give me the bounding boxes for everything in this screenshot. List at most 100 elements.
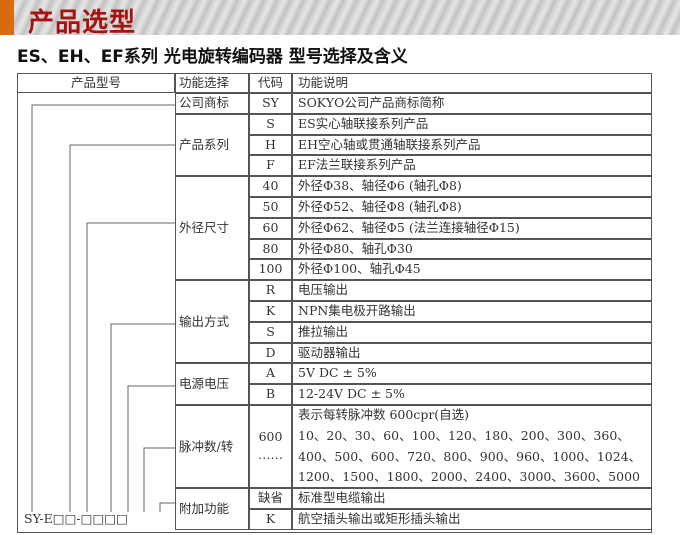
desc-cell [292,176,652,197]
desc-line: 400、500、600、720、800、900、960、1000、1024、 [298,448,642,464]
desc-value: 5V DC ± 5% [298,365,377,381]
code-value: 100 [258,261,283,277]
header-cell [292,73,652,93]
desc-value: 电压输出 [298,282,349,298]
function-cell [175,93,249,114]
desc-line: 10、20、30、60、100、120、180、200、300、360、 [298,427,630,443]
desc-line: 1200、1500、1800、2000、2400、3000、3600、5000 [298,469,640,485]
section-banner: 产品选型 [0,0,680,38]
code-value: S [266,115,275,131]
header-cell [17,73,175,93]
desc-value: 外径Φ52、轴径Φ8 (轴孔Φ8) [298,199,462,214]
bracket-line [69,144,175,512]
code-value: S [266,323,275,339]
desc-cell [292,321,652,343]
bracket-line [127,385,175,512]
function-cell [175,405,249,489]
code-cell [249,217,292,239]
code-value: F [266,157,275,173]
desc-value: 航空插头输出或矩形插头输出 [298,511,461,526]
header-function: 功能选择 [179,75,230,90]
desc-value: SOKYO公司产品商标简称 [298,95,445,110]
desc-cell [292,509,652,530]
code-value: SY [262,95,279,110]
code-cell [249,134,292,156]
code-cell [249,238,292,260]
code-cell [249,363,292,385]
code-value: K [265,511,276,526]
function-label: 电源电压 [179,376,230,392]
header-desc: 功能说明 [298,75,349,90]
desc-cell [292,134,652,156]
code-cell [249,176,292,197]
code-value: D [265,344,276,360]
function-label: 产品系列 [179,137,230,152]
code-value: …… [258,446,283,462]
desc-cell [292,259,652,281]
code-cell [249,321,292,343]
desc-cell [292,301,652,322]
code-value: 60 [262,219,279,235]
code-value: A [265,365,276,381]
desc-value: 外径Φ80、轴孔Φ30 [298,240,413,256]
page-subtitle: ES、EH、EF系列 光电旋转编码器 型号选择及含义 [17,47,408,67]
bracket-line [86,222,175,512]
code-cell [249,113,292,135]
code-cell [249,93,292,114]
desc-value: 外径Φ100、轴孔Φ45 [298,261,421,277]
desc-cell [292,238,652,260]
desc-cell [292,113,652,135]
desc-cell [292,363,652,385]
function-cell [175,363,249,405]
code-cell [249,155,292,177]
desc-cell [292,197,652,218]
desc-value: 12-24V DC ± 5% [298,386,405,402]
desc-value: EF法兰联接系列产品 [298,157,416,173]
header-cell [249,73,292,93]
code-cell [249,301,292,322]
desc-value: NPN集电极开路输出 [298,303,416,318]
desc-value: 外径Φ38、轴径Φ6 (轴孔Φ8) [298,178,462,194]
function-cell [175,280,249,364]
function-cell [175,113,249,177]
code-cell [249,405,292,489]
bracket-line [143,447,175,512]
desc-cell [292,93,652,114]
code-cell [249,384,292,405]
banner-title: 产品选型 [28,8,137,38]
code-cell [249,509,292,530]
function-label: 脉冲数/转 [179,438,234,454]
code-value: K [265,303,276,318]
header-model: 产品型号 [70,75,121,90]
function-label: 外径尺寸 [179,220,230,236]
header-code: 代码 [257,75,283,90]
desc-cell [292,488,652,509]
desc-value: 标准型电缆输出 [298,490,386,506]
function-label: 输出方式 [179,313,230,329]
code-value: 50 [262,199,279,214]
code-cell [249,342,292,364]
code-value: H [265,136,276,152]
banner-accent [0,0,14,35]
code-cell [249,280,292,301]
bracket-line [159,502,175,512]
code-value: B [265,386,276,402]
function-cell [175,488,249,530]
code-value: 80 [262,240,279,256]
model-code: SY-E□□-□□□□ [24,511,128,526]
desc-value: EH空心轴或贯通轴联接系列产品 [298,136,481,152]
desc-cell [292,405,652,489]
header-cell [175,73,249,93]
function-cell [175,176,249,281]
function-label: 附加功能 [179,501,230,516]
code-value: R [265,282,276,298]
desc-value: 外径Φ62、轴径Φ5 (法兰连接轴径Φ15) [298,219,520,235]
desc-cell [292,280,652,301]
code-cell [249,259,292,281]
code-cell [249,197,292,218]
desc-value: 推拉输出 [298,323,349,339]
desc-cell [292,217,652,239]
desc-cell [292,342,652,364]
code-value: 600 [258,428,283,444]
